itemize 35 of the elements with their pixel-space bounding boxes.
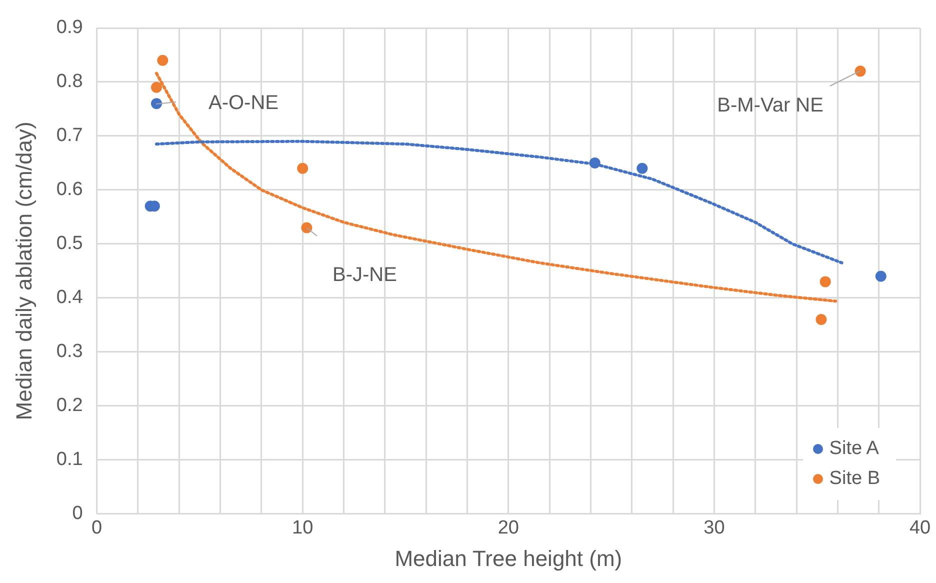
x-axis-title: Median Tree height (m)	[394, 546, 622, 571]
line-series	[154, 72, 838, 303]
y-axis-title: Median daily ablation (cm/day)	[11, 122, 36, 420]
y-tick-label: 0.4	[56, 287, 84, 308]
point	[301, 222, 312, 234]
x-tick-label: 10	[292, 517, 314, 538]
y-tick-label: 0.2	[56, 395, 83, 416]
legend-label: Site B	[829, 466, 880, 491]
point	[297, 162, 308, 174]
y-tick-label: 0.8	[56, 71, 83, 92]
annotation: B-M-Var NE	[717, 94, 824, 117]
x-tick-label: 40	[909, 517, 931, 538]
point	[150, 98, 162, 110]
x-tick-label: 0	[92, 517, 102, 538]
y-tick-label: 0.9	[56, 17, 83, 38]
point	[816, 314, 827, 325]
legend-label: Site A	[829, 436, 879, 461]
point	[636, 162, 648, 174]
point	[589, 157, 600, 168]
y-tick-label: 0.7	[56, 125, 83, 146]
x-tick-label: 30	[704, 517, 725, 538]
point	[820, 276, 831, 288]
y-tick-label: 0.1	[56, 449, 83, 470]
point	[150, 82, 162, 93]
line-series	[154, 140, 844, 264]
y-tick-label: 0.6	[56, 179, 83, 200]
point	[157, 54, 168, 66]
annotation: B-J-NE	[332, 264, 397, 286]
y-tick-label: 0.3	[56, 341, 83, 362]
point	[854, 66, 866, 77]
y-tick-label: 0	[72, 503, 83, 524]
y-tick-label: 0.5	[56, 233, 83, 254]
point	[875, 270, 886, 282]
annotation: A-O-NE	[208, 92, 278, 114]
x-tick-label: 20	[498, 517, 519, 538]
